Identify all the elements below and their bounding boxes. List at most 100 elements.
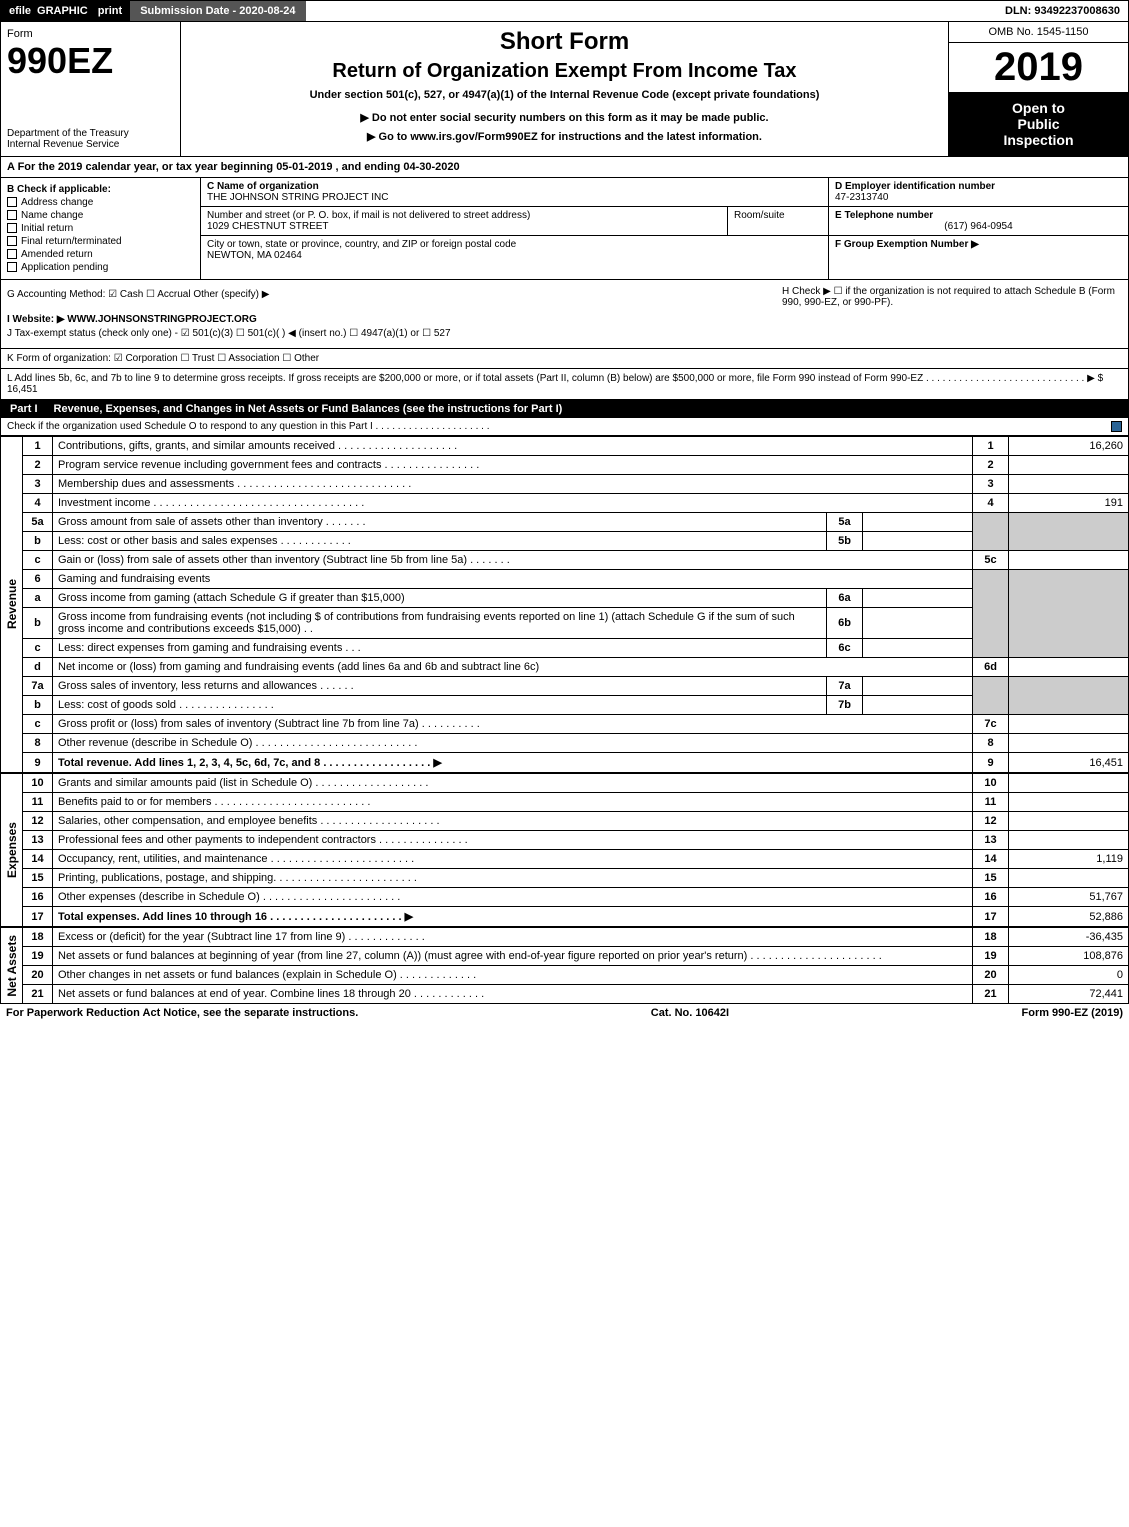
- top-bar: efile GRAPHIC print Submission Date - 20…: [0, 0, 1129, 22]
- opt-name-change[interactable]: Name change: [7, 210, 194, 221]
- row-5c: cGain or (loss) from sale of assets othe…: [23, 551, 1129, 570]
- row-4: 4Investment income . . . . . . . . . . .…: [23, 494, 1129, 513]
- netassets-section: Net Assets 18Excess or (deficit) for the…: [0, 927, 1129, 1004]
- bcde-row: B Check if applicable: Address change Na…: [0, 178, 1129, 280]
- opt-amended[interactable]: Amended return: [7, 249, 194, 260]
- def-col: D Employer identification number 47-2313…: [828, 178, 1128, 279]
- street-label: Number and street (or P. O. box, if mail…: [207, 210, 530, 221]
- room-box: Room/suite: [728, 207, 828, 235]
- row-19: 19Net assets or fund balances at beginni…: [23, 947, 1129, 966]
- page-footer: For Paperwork Reduction Act Notice, see …: [0, 1004, 1129, 1022]
- schedule-o-checkbox[interactable]: [1111, 421, 1122, 432]
- row-6d: dNet income or (loss) from gaming and fu…: [23, 658, 1129, 677]
- opt-final-return[interactable]: Final return/terminated: [7, 236, 194, 247]
- row-10: 10Grants and similar amounts paid (list …: [23, 774, 1129, 793]
- gh-row: G Accounting Method: ☑ Cash ☐ Accrual Ot…: [0, 280, 1129, 349]
- group-exemption-label: F Group Exemption Number ▶: [835, 239, 979, 250]
- ein-value: 47-2313740: [835, 192, 888, 203]
- org-name: THE JOHNSON STRING PROJECT INC: [207, 192, 389, 203]
- line-l: L Add lines 5b, 6c, and 7b to line 9 to …: [0, 369, 1129, 400]
- under-section: Under section 501(c), 527, or 4947(a)(1)…: [191, 89, 938, 101]
- line-k: K Form of organization: ☑ Corporation ☐ …: [0, 349, 1129, 369]
- row-18: 18Excess or (deficit) for the year (Subt…: [23, 928, 1129, 947]
- city-box: City or town, state or province, country…: [201, 236, 828, 264]
- row-16: 16Other expenses (describe in Schedule O…: [23, 888, 1129, 907]
- row-13: 13Professional fees and other payments t…: [23, 831, 1129, 850]
- row-6c: cLess: direct expenses from gaming and f…: [23, 639, 1129, 658]
- row-17: 17Total expenses. Add lines 10 through 1…: [23, 907, 1129, 927]
- part1-note-text: Check if the organization used Schedule …: [7, 421, 489, 432]
- row-5a: 5aGross amount from sale of assets other…: [23, 513, 1129, 532]
- form-header: Form 990EZ Department of the Treasury In…: [0, 22, 1129, 157]
- open-line2: Public: [953, 116, 1124, 132]
- header-mid: Short Form Return of Organization Exempt…: [181, 22, 948, 156]
- part1-header: Part I Revenue, Expenses, and Changes in…: [0, 400, 1129, 418]
- goto-link[interactable]: ▶ Go to www.irs.gov/Form990EZ for instru…: [191, 130, 938, 143]
- efile-badge: efile GRAPHIC print: [1, 1, 130, 21]
- row-8: 8Other revenue (describe in Schedule O) …: [23, 734, 1129, 753]
- phone-value: (617) 964-0954: [835, 221, 1122, 232]
- box-f: F Group Exemption Number ▶: [829, 236, 1128, 253]
- part1-title: Revenue, Expenses, and Changes in Net As…: [48, 400, 569, 418]
- part1-label: Part I: [0, 400, 48, 418]
- g-col: G Accounting Method: ☑ Cash ☐ Accrual Ot…: [7, 286, 772, 342]
- row-7c: cGross profit or (loss) from sales of in…: [23, 715, 1129, 734]
- form-number: 990EZ: [7, 40, 174, 82]
- box-d: D Employer identification number 47-2313…: [829, 178, 1128, 207]
- footer-left: For Paperwork Reduction Act Notice, see …: [6, 1007, 358, 1019]
- box-b: B Check if applicable: Address change Na…: [1, 178, 201, 279]
- opt-app-pending[interactable]: Application pending: [7, 262, 194, 273]
- opt-initial-return[interactable]: Initial return: [7, 223, 194, 234]
- tax-year: 2019: [949, 43, 1128, 92]
- line-i: I Website: ▶ WWW.JOHNSONSTRINGPROJECT.OR…: [7, 314, 772, 325]
- box-b-header: B Check if applicable:: [7, 184, 194, 195]
- box-e: E Telephone number (617) 964-0954: [829, 207, 1128, 236]
- phone-label: E Telephone number: [835, 210, 933, 221]
- efile-label: efile: [9, 5, 31, 17]
- revenue-table: 1Contributions, gifts, grants, and simil…: [22, 436, 1129, 773]
- org-name-label: C Name of organization: [207, 181, 319, 192]
- open-public: Open to Public Inspection: [949, 92, 1128, 156]
- row-6: 6Gaming and fundraising events: [23, 570, 1129, 589]
- netassets-table: 18Excess or (deficit) for the year (Subt…: [22, 927, 1129, 1004]
- ssn-warning: ▶ Do not enter social security numbers o…: [191, 111, 938, 124]
- dln-number: DLN: 93492237008630: [997, 1, 1128, 21]
- graphic-label: GRAPHIC: [37, 5, 88, 17]
- expenses-table: 10Grants and similar amounts paid (list …: [22, 773, 1129, 927]
- dept-line1: Department of the Treasury: [7, 128, 174, 139]
- part1-note: Check if the organization used Schedule …: [0, 418, 1129, 436]
- short-form-title: Short Form: [191, 28, 938, 56]
- revenue-side-label: Revenue: [0, 436, 22, 773]
- line-h: H Check ▶ ☐ if the organization is not r…: [772, 286, 1122, 342]
- print-label[interactable]: print: [98, 5, 122, 17]
- expenses-section: Expenses 10Grants and similar amounts pa…: [0, 773, 1129, 927]
- city-value: NEWTON, MA 02464: [207, 250, 302, 261]
- opt-address-change[interactable]: Address change: [7, 197, 194, 208]
- row-11: 11Benefits paid to or for members . . . …: [23, 793, 1129, 812]
- topbar-left: efile GRAPHIC print Submission Date - 20…: [1, 1, 306, 21]
- row-20: 20Other changes in net assets or fund ba…: [23, 966, 1129, 985]
- line-g: G Accounting Method: ☑ Cash ☐ Accrual Ot…: [7, 289, 772, 300]
- row-5b: bLess: cost or other basis and sales exp…: [23, 532, 1129, 551]
- dept-line2: Internal Revenue Service: [7, 139, 174, 150]
- row-15: 15Printing, publications, postage, and s…: [23, 869, 1129, 888]
- row-3: 3Membership dues and assessments . . . .…: [23, 475, 1129, 494]
- street-row: Number and street (or P. O. box, if mail…: [201, 207, 828, 236]
- line-a: A For the 2019 calendar year, or tax yea…: [0, 157, 1129, 178]
- return-title: Return of Organization Exempt From Incom…: [191, 60, 938, 83]
- row-12: 12Salaries, other compensation, and empl…: [23, 812, 1129, 831]
- row-6a: aGross income from gaming (attach Schedu…: [23, 589, 1129, 608]
- row-1: 1Contributions, gifts, grants, and simil…: [23, 437, 1129, 456]
- city-label: City or town, state or province, country…: [207, 239, 516, 250]
- open-line3: Inspection: [953, 132, 1124, 148]
- ein-label: D Employer identification number: [835, 181, 995, 192]
- row-21: 21Net assets or fund balances at end of …: [23, 985, 1129, 1004]
- dept-treasury: Department of the Treasury Internal Reve…: [7, 128, 174, 150]
- netassets-side-label: Net Assets: [0, 927, 22, 1004]
- street-box: Number and street (or P. O. box, if mail…: [201, 207, 728, 235]
- row-9: 9Total revenue. Add lines 1, 2, 3, 4, 5c…: [23, 753, 1129, 773]
- row-7a: 7aGross sales of inventory, less returns…: [23, 677, 1129, 696]
- expenses-side-label: Expenses: [0, 773, 22, 927]
- footer-mid: Cat. No. 10642I: [651, 1007, 729, 1019]
- open-line1: Open to: [953, 100, 1124, 116]
